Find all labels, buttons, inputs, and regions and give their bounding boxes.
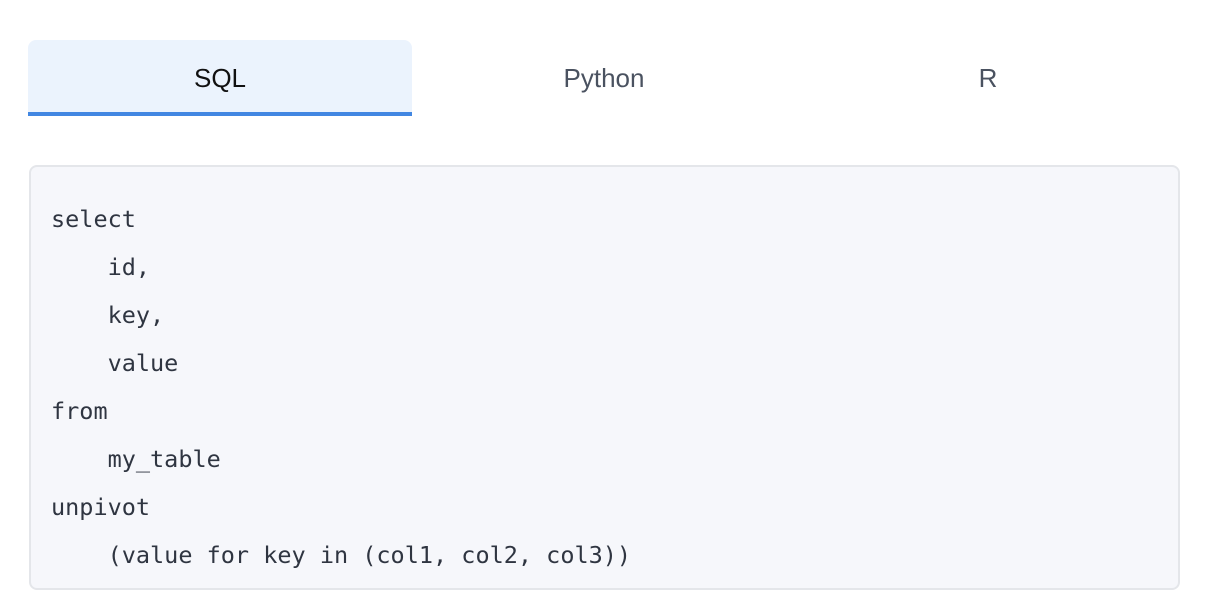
language-tabs: SQL Python R bbox=[28, 40, 1180, 116]
tab-sql[interactable]: SQL bbox=[28, 40, 412, 116]
tab-r[interactable]: R bbox=[978, 62, 998, 93]
code-block: select id, key, value from my_table unpi… bbox=[29, 165, 1180, 590]
code-text: select id, key, value from my_table unpi… bbox=[51, 205, 632, 569]
tab-python[interactable]: Python bbox=[563, 62, 645, 93]
